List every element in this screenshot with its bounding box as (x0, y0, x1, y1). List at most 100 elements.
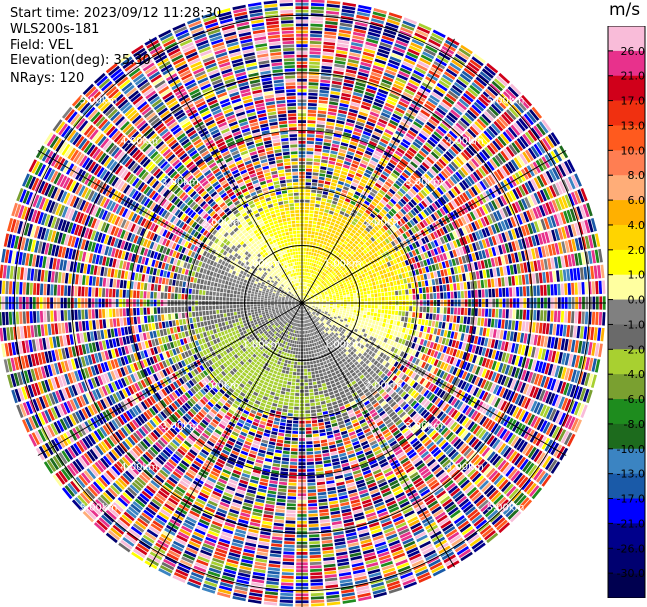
velocity-gate (369, 160, 378, 166)
velocity-gate (326, 220, 331, 225)
velocity-gate (540, 285, 544, 296)
velocity-gate (309, 213, 314, 217)
velocity-gate (321, 237, 325, 241)
velocity-gate (360, 278, 364, 282)
velocity-gate (498, 72, 511, 84)
velocity-gate (376, 51, 389, 59)
velocity-gate (310, 289, 313, 293)
velocity-gate (309, 206, 315, 210)
velocity-gate (422, 127, 432, 135)
velocity-gate (308, 284, 311, 287)
velocity-gate (317, 113, 326, 118)
velocity-gate (316, 359, 320, 364)
velocity-gate (504, 276, 509, 287)
velocity-gate (332, 308, 336, 311)
velocity-gate (595, 281, 599, 295)
velocity-gate (357, 330, 361, 334)
velocity-gate (311, 339, 314, 344)
velocity-gate (316, 377, 321, 381)
velocity-gate (446, 114, 456, 124)
velocity-gate (501, 277, 505, 287)
velocity-gate (339, 174, 347, 179)
velocity-gate (403, 266, 408, 272)
velocity-gate (371, 188, 378, 195)
velocity-gate (350, 304, 354, 307)
velocity-gate (415, 269, 420, 275)
velocity-gate (406, 180, 414, 187)
velocity-gate (408, 147, 417, 155)
velocity-gate (351, 284, 355, 288)
velocity-gate (345, 122, 355, 127)
velocity-gate (469, 59, 482, 69)
velocity-gate (325, 177, 332, 182)
velocity-gate (422, 287, 426, 293)
velocity-gate (334, 223, 339, 228)
velocity-gate (322, 368, 326, 373)
velocity-gate (526, 286, 530, 297)
velocity-gate (353, 293, 357, 296)
velocity-gate (416, 275, 421, 281)
velocity-gate (375, 321, 379, 326)
velocity-gate (311, 270, 314, 274)
velocity-gate (324, 265, 328, 269)
velocity-gate (318, 215, 323, 219)
velocity-gate (388, 296, 392, 301)
velocity-gate (326, 359, 330, 364)
velocity-gate (410, 175, 418, 182)
velocity-gate (452, 323, 456, 331)
velocity-gate (460, 291, 464, 299)
velocity-gate (390, 208, 397, 215)
velocity-gate (478, 289, 482, 298)
velocity-gate (307, 272, 310, 276)
velocity-gate (411, 38, 425, 47)
velocity-gate (327, 228, 332, 233)
velocity-gate (314, 260, 317, 264)
velocity-gate (347, 235, 352, 240)
velocity-gate (323, 389, 328, 394)
velocity-gate (411, 317, 415, 324)
velocity-gate (402, 61, 414, 69)
velocity-gate (505, 88, 517, 100)
velocity-gate (357, 220, 363, 226)
velocity-gate (317, 366, 322, 370)
velocity-gate (337, 39, 350, 45)
velocity-gate (356, 212, 363, 217)
velocity-gate (305, 175, 312, 179)
velocity-gate (567, 283, 571, 295)
velocity-gate (496, 118, 506, 130)
velocity-gate (324, 274, 328, 278)
velocity-gate (362, 203, 368, 209)
velocity-gate (310, 20, 323, 24)
velocity-gate (392, 276, 396, 281)
velocity-gate (314, 283, 317, 287)
velocity-gate (342, 235, 347, 240)
velocity-gate (443, 292, 447, 299)
velocity-gate (366, 34, 380, 41)
velocity-gate (348, 108, 358, 114)
velocity-gate (509, 264, 514, 275)
velocity-gate (323, 241, 327, 245)
velocity-gate (366, 287, 370, 291)
velocity-gate (340, 265, 344, 269)
velocity-gate (464, 290, 468, 299)
velocity-gate (368, 28, 382, 34)
velocity-gate (373, 289, 378, 294)
velocity-gate (461, 70, 474, 80)
velocity-gate (405, 272, 410, 278)
velocity-gate (326, 118, 336, 123)
velocity-gate (466, 109, 477, 120)
velocity-gate (312, 274, 316, 278)
velocity-gate (412, 288, 416, 294)
velocity-gate (329, 256, 333, 260)
velocity-gate (305, 189, 311, 193)
velocity-gate (511, 276, 516, 286)
velocity-gate (371, 305, 375, 309)
velocity-gate (502, 91, 514, 103)
velocity-gate (418, 150, 427, 158)
velocity-gate (323, 300, 326, 302)
velocity-gate (318, 369, 323, 374)
velocity-gate (307, 120, 316, 124)
velocity-gate (433, 307, 437, 313)
velocity-gate (430, 327, 435, 334)
velocity-gate (345, 313, 349, 317)
